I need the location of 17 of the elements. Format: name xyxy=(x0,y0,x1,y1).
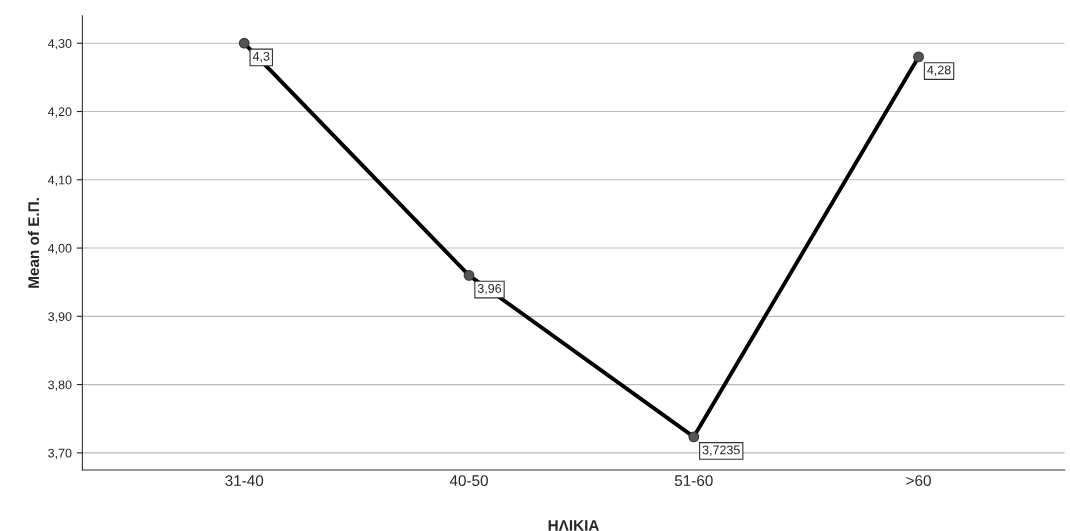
y-tick-label: 4,00 xyxy=(47,243,72,255)
y-tick-label: 3,90 xyxy=(48,312,72,323)
x-tick-label: >60 xyxy=(906,475,931,487)
x-tick-label: 40-50 xyxy=(449,475,488,487)
y-tick-label: 3,80 xyxy=(48,380,72,391)
y-tick-label: 4,10 xyxy=(47,175,72,186)
y-tick-label: 4,20 xyxy=(47,107,72,118)
data-label: 4,3 xyxy=(252,51,270,63)
x-tick-label: 31-40 xyxy=(225,475,264,487)
data-label: 4,28 xyxy=(927,65,951,76)
y-tick-label: 4,30 xyxy=(47,39,72,50)
data-label: 3,7235 xyxy=(702,445,740,456)
data-label: 3,96 xyxy=(477,284,502,295)
y-tick-label: 3,70 xyxy=(48,448,72,459)
x-tick-label: 51-60 xyxy=(674,475,713,487)
y-axis-title: Mean of Ε.Π. xyxy=(27,198,40,288)
x-axis-title: ΗΛΙΚΙΑ xyxy=(548,520,600,531)
